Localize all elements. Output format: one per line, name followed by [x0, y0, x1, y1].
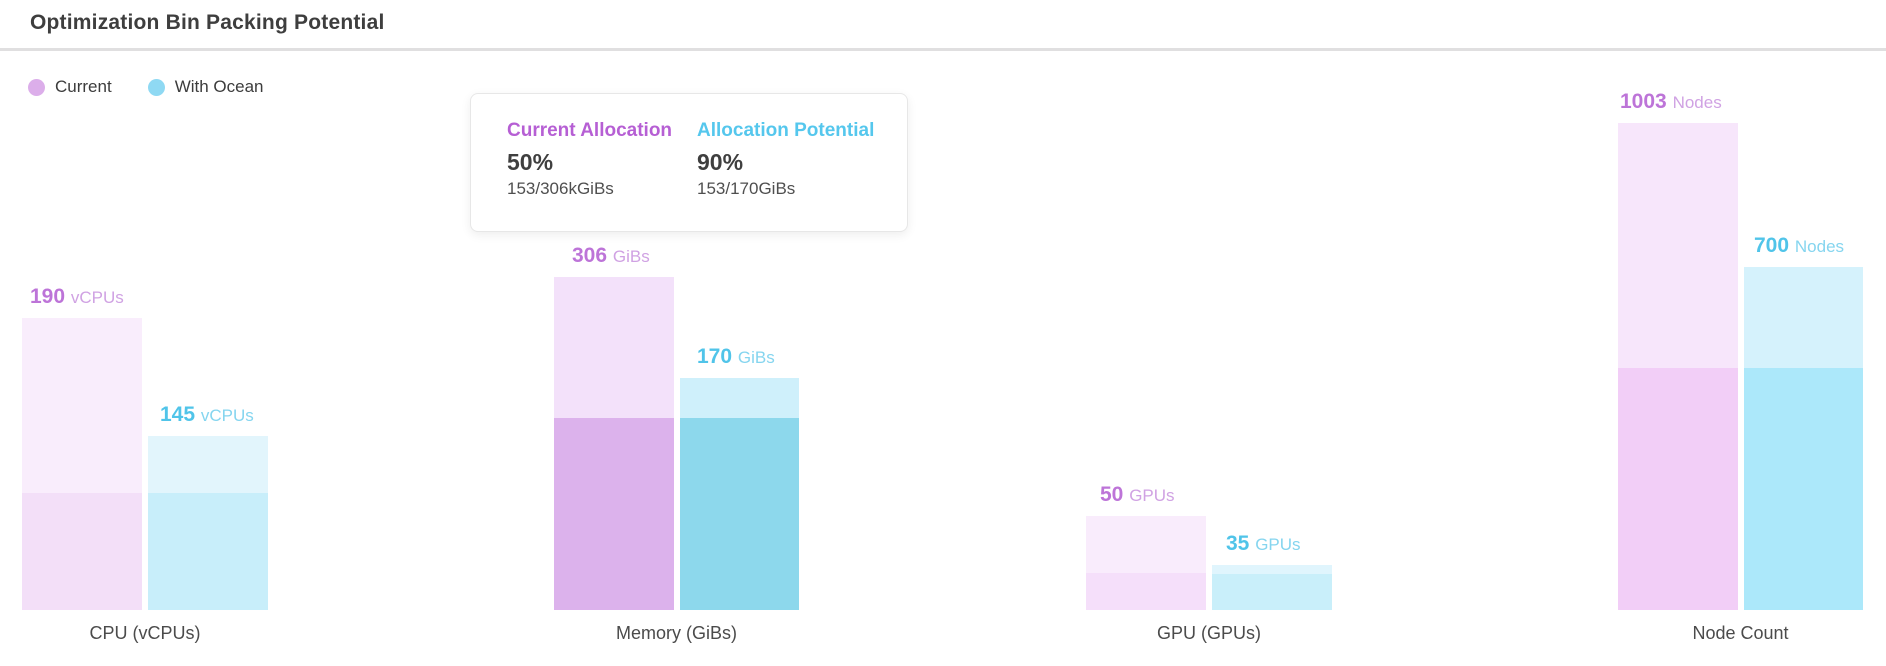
value-number: 170 — [697, 345, 733, 368]
tooltip-title-potential: Allocation Potential — [697, 120, 875, 141]
value-unit: GPUs — [1129, 486, 1175, 505]
value-unit: Nodes — [1672, 93, 1722, 112]
bar-free-segment — [1744, 267, 1863, 368]
tooltip-detail-current: 153/306kGiBs — [507, 179, 614, 198]
bar-free-segment — [148, 436, 268, 493]
value-number: 50 — [1100, 483, 1124, 506]
page-title: Optimization Bin Packing Potential — [30, 11, 385, 34]
value-label-gpu-current: 50 GPUs — [1100, 483, 1175, 508]
value-label-cpu-with-ocean: 145 vCPUs — [160, 403, 254, 428]
value-number: 1003 — [1620, 90, 1667, 113]
value-number: 145 — [160, 403, 196, 426]
bar-free-segment — [22, 318, 142, 493]
bar-gpu-with-ocean[interactable] — [1212, 565, 1332, 610]
tooltip-column-potential: Allocation Potential 90% 153/170GiBs — [697, 120, 887, 231]
allocation-tooltip: Current Allocation 50% 153/306kGiBs Allo… — [470, 93, 908, 232]
bar-used-segment — [148, 493, 268, 610]
value-unit: GiBs — [737, 348, 775, 367]
bar-used-segment — [1086, 573, 1206, 610]
value-label-gpu-with-ocean: 35 GPUs — [1226, 532, 1301, 557]
tooltip-detail-potential: 153/170GiBs — [697, 179, 796, 198]
panel-header: Optimization Bin Packing Potential — [0, 0, 1886, 51]
bar-used-segment — [1618, 368, 1738, 610]
bar-free-segment — [680, 378, 799, 418]
bar-free-segment — [1618, 123, 1738, 368]
tooltip-percent-current: 50% — [507, 149, 554, 175]
bar-used-segment — [1212, 574, 1332, 610]
value-unit: vCPUs — [70, 288, 124, 307]
bar-nodes-current[interactable] — [1618, 123, 1738, 610]
legend-swatch-current — [28, 78, 45, 96]
value-unit: GiBs — [612, 247, 650, 266]
bar-used-segment — [554, 418, 674, 610]
bar-memory-current[interactable] — [554, 277, 674, 610]
category-label-nodes: Node Count — [1692, 623, 1789, 643]
category-label-gpu: GPU (GPUs) — [1156, 623, 1261, 643]
legend-item-with-ocean[interactable]: With Ocean — [147, 77, 264, 97]
bar-free-segment — [1212, 565, 1332, 574]
value-number: 306 — [572, 244, 608, 267]
legend-swatch-with-ocean — [147, 78, 165, 96]
bar-nodes-with-ocean[interactable] — [1744, 267, 1863, 610]
legend-label-with-ocean: With Ocean — [174, 77, 264, 96]
bar-used-segment — [1744, 368, 1863, 610]
value-number: 35 — [1226, 532, 1250, 555]
value-label-memory-current: 306 GiBs — [572, 244, 650, 269]
bar-gpu-current[interactable] — [1086, 516, 1206, 610]
category-label-cpu: CPU (vCPUs) — [89, 623, 201, 643]
bar-used-segment — [680, 418, 799, 610]
value-unit: Nodes — [1794, 237, 1845, 256]
value-label-nodes-current: 1003 Nodes — [1620, 90, 1722, 115]
value-label-cpu-current: 190 vCPUs — [30, 285, 124, 310]
value-number: 700 — [1754, 234, 1790, 257]
category-label-memory: Memory (GiBs) — [616, 623, 737, 643]
value-label-nodes-with-ocean: 700 Nodes — [1754, 234, 1844, 259]
legend-label-current: Current — [55, 77, 112, 96]
tooltip-title-current: Current Allocation — [507, 120, 673, 141]
value-number: 190 — [30, 285, 66, 308]
value-label-memory-with-ocean: 170 GiBs — [697, 345, 775, 370]
bar-used-segment — [22, 493, 142, 610]
tooltip-percent-potential: 90% — [697, 149, 744, 175]
legend-item-current[interactable]: Current — [28, 77, 112, 97]
bar-cpu-current[interactable] — [22, 318, 142, 610]
value-unit: GPUs — [1255, 535, 1301, 554]
bar-memory-with-ocean[interactable] — [680, 378, 799, 610]
bar-free-segment — [1086, 516, 1206, 573]
value-unit: vCPUs — [200, 406, 254, 425]
tooltip-column-current: Current Allocation 50% 153/306kGiBs — [507, 120, 697, 231]
chart-legend: Current With Ocean — [28, 77, 264, 97]
bar-cpu-with-ocean[interactable] — [148, 436, 268, 610]
bar-free-segment — [554, 277, 674, 418]
